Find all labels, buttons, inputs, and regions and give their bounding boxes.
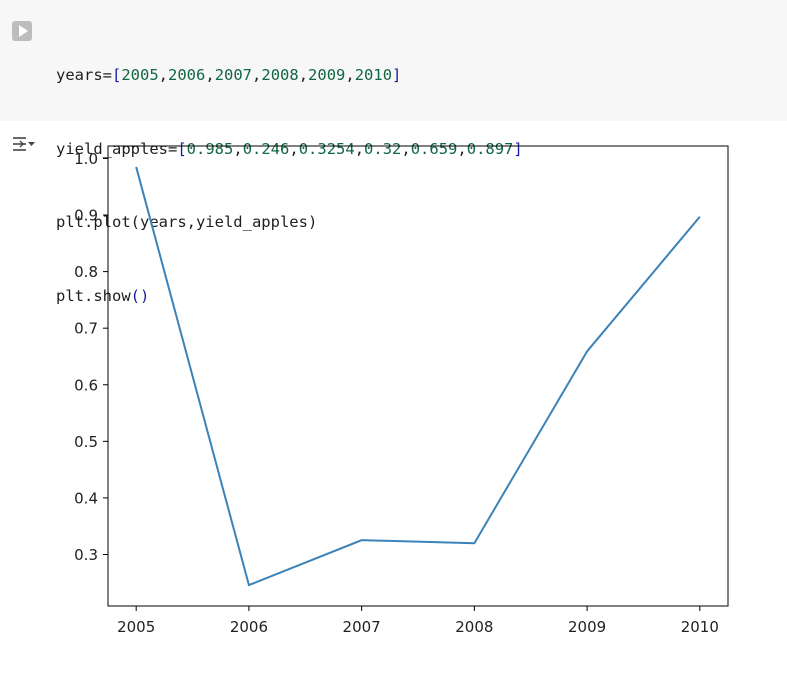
- run-cell-button[interactable]: [12, 21, 32, 41]
- play-icon: [19, 25, 28, 37]
- code-line-years: years=[2005,2006,2007,2008,2009,2010]: [56, 63, 523, 88]
- code-cell[interactable]: years=[2005,2006,2007,2008,2009,2010] yi…: [0, 0, 787, 121]
- y-tick-label: 0.3: [74, 546, 98, 564]
- y-tick-label: 0.6: [74, 376, 98, 394]
- y-tick-label: 0.4: [74, 489, 98, 507]
- y-tick-label: 1.0: [74, 150, 98, 168]
- x-axis: 2005 2006 2007 2008 2009 2010: [117, 606, 719, 636]
- x-tick-label: 2005: [117, 618, 155, 636]
- axes-frame: [108, 146, 728, 606]
- x-tick-label: 2006: [230, 618, 268, 636]
- x-tick-label: 2007: [343, 618, 381, 636]
- y-tick-label: 0.9: [74, 207, 98, 225]
- series-line: [136, 167, 700, 585]
- y-tick-label: 0.5: [74, 433, 98, 451]
- x-tick-label: 2010: [681, 618, 719, 636]
- y-axis: 0.3 0.4 0.5 0.6 0.7 0.8 0.9 1.0: [74, 150, 108, 564]
- y-tick-label: 0.8: [74, 263, 98, 281]
- x-tick-label: 2008: [455, 618, 493, 636]
- x-tick-label: 2009: [568, 618, 606, 636]
- y-tick-label: 0.7: [74, 320, 98, 338]
